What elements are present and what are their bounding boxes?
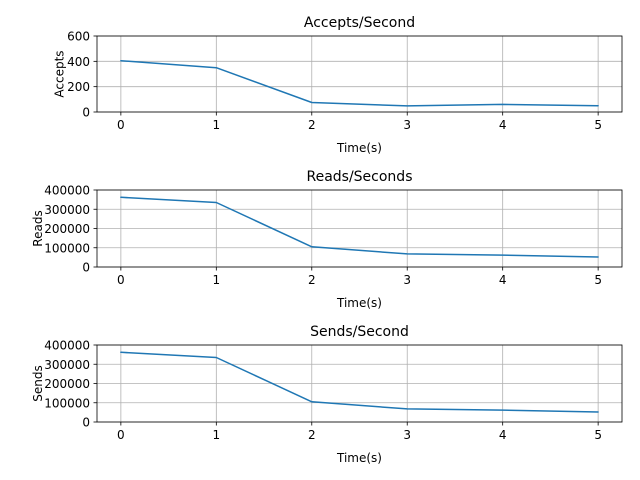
y-tick-label: 200000	[44, 377, 90, 391]
x-tick-label: 3	[403, 273, 411, 287]
grid	[97, 35, 622, 113]
chart-title: Reads/Seconds	[306, 169, 412, 185]
x-tick-label: 1	[212, 118, 220, 132]
chart-title: Accepts/Second	[304, 15, 415, 31]
x-tick-label: 5	[594, 118, 602, 132]
y-tick-label: 100000	[44, 241, 90, 255]
series-line	[120, 59, 599, 107]
y-tick-label: 0	[82, 261, 90, 275]
x-tick-label: 2	[308, 428, 316, 442]
y-tick-label: 400	[67, 55, 90, 69]
y-tick-label: 300000	[44, 358, 90, 372]
accepts-chart: Accepts/Second Time(s) Accepts 0 1 2 3 4 5 0 20…	[52, 15, 623, 155]
chart-title: Sends/Second	[310, 324, 409, 340]
x-tick-label: 5	[594, 273, 602, 287]
reads-chart: Reads/Seconds Time(s) Reads 0 1 2 3 4 5 0 10000…	[31, 169, 623, 310]
y-axis-label: Accepts	[52, 50, 66, 97]
y-tick-label: 200000	[44, 222, 90, 236]
x-axis-label: Time(s)	[336, 141, 382, 155]
y-tick-label: 200	[67, 80, 90, 94]
x-tick-label: 1	[212, 428, 220, 442]
x-axis-label: Time(s)	[336, 296, 382, 310]
y-tick-label: 0	[82, 106, 90, 120]
y-tick-label: 0	[82, 416, 90, 430]
sends-chart: Sends/Second Time(s) Sends 0 1 2 3 4 5 0 100000…	[31, 324, 623, 465]
x-tick-label: 2	[308, 118, 316, 132]
y-tick-label: 600	[67, 30, 90, 44]
x-tick-label: 5	[594, 428, 602, 442]
series-line	[120, 196, 599, 258]
y-axis-label: Reads	[31, 210, 45, 246]
x-tick-label: 0	[117, 428, 125, 442]
y-tick-label: 400000	[44, 184, 90, 198]
x-tick-label: 0	[117, 273, 125, 287]
x-tick-label: 4	[499, 428, 507, 442]
y-tick-label: 100000	[44, 396, 90, 410]
y-axis-label: Sends	[31, 365, 45, 401]
y-tick-label: 300000	[44, 203, 90, 217]
x-tick-label: 4	[499, 273, 507, 287]
y-tick-label: 400000	[44, 339, 90, 353]
x-tick-label: 3	[403, 428, 411, 442]
plot-frame	[96, 35, 623, 113]
x-tick-label: 3	[403, 118, 411, 132]
x-tick-label: 1	[212, 273, 220, 287]
x-tick-label: 4	[499, 118, 507, 132]
x-tick-label: 0	[117, 118, 125, 132]
x-tick-label: 2	[308, 273, 316, 287]
x-axis-label: Time(s)	[336, 451, 382, 465]
series-line	[120, 351, 599, 413]
